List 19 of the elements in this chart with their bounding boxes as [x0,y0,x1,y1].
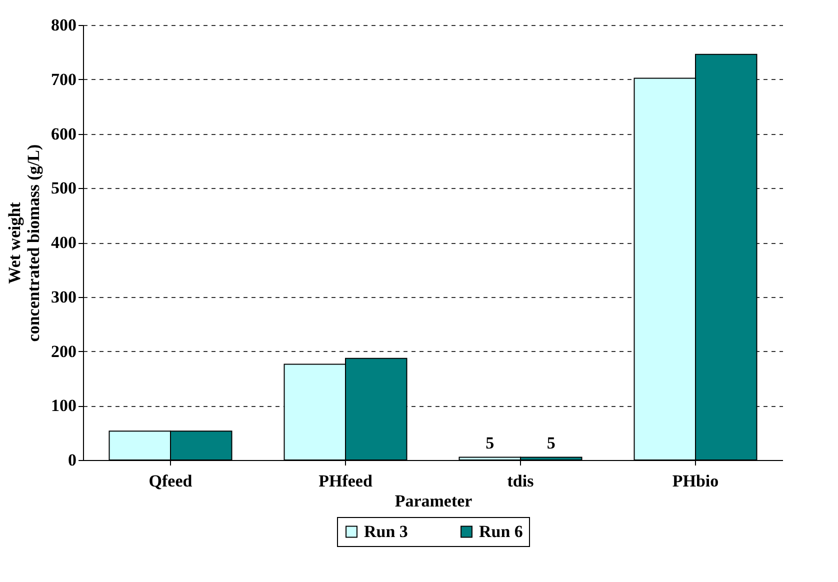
data-label: 5 [486,433,494,452]
x-tick-label: tdis [507,472,534,490]
y-tick-label: 800 [51,16,76,34]
y-tick-label: 100 [51,396,76,416]
y-tick-label: 300 [51,287,76,306]
x-tick-label: Qfeed [148,472,193,490]
y-tick-label: 700 [51,70,76,89]
y-tick-label: 400 [51,233,76,252]
legend-label: Run 3 [364,522,408,541]
x-tick-label: PHfeed [318,472,373,490]
legend-label: Run 6 [479,522,523,541]
x-tick-label: PHbio [672,472,719,490]
data-label: 5 [546,433,556,452]
y-tick-label: 600 [51,124,76,144]
y-tick-label: 500 [51,178,76,198]
x-axis-title: Parameter [394,492,473,510]
y-tick-label: 200 [51,342,76,361]
y-tick-label: 0 [68,450,76,470]
y-axis-title: Wet weight concentrated biomass (g/L) [5,144,43,342]
